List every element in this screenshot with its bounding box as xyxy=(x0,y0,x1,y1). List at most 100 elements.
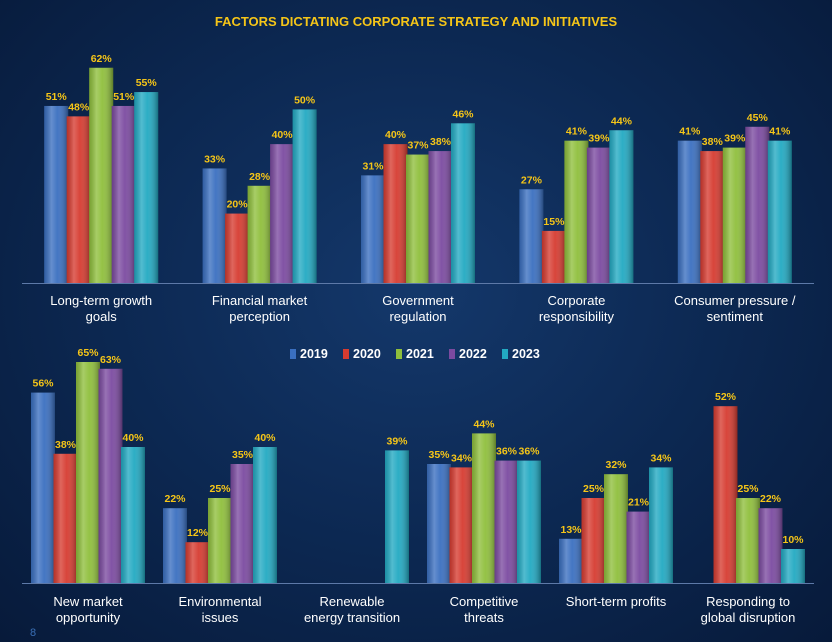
bar-shading xyxy=(713,406,738,583)
bar-shading xyxy=(472,433,496,583)
bar-shading xyxy=(449,467,474,583)
category-label: Short-term profits xyxy=(566,594,667,609)
bar-shading xyxy=(581,498,606,583)
data-label: 63% xyxy=(100,354,122,366)
data-label: 51% xyxy=(46,91,68,103)
data-label: 35% xyxy=(232,449,254,461)
data-label: 39% xyxy=(724,133,746,145)
legend-swatch xyxy=(396,349,402,359)
bar-shading xyxy=(677,140,702,283)
category-label: Responding to xyxy=(706,594,790,609)
bar-shading xyxy=(53,453,78,583)
legend-swatch xyxy=(502,349,508,359)
bar-shading xyxy=(649,467,673,583)
category-label: Environmental xyxy=(178,594,261,609)
bar-shading xyxy=(700,151,725,283)
category-label: perception xyxy=(229,309,290,324)
legend-label: 2020 xyxy=(353,347,381,361)
bar-shading xyxy=(519,189,544,283)
category-label: issues xyxy=(202,610,239,625)
data-label: 40% xyxy=(122,432,144,444)
chart-title: FACTORS DICTATING CORPORATE STRATEGY AND… xyxy=(215,14,618,29)
data-label: 45% xyxy=(747,112,769,124)
data-label: 55% xyxy=(136,77,158,89)
data-label: 22% xyxy=(164,493,186,505)
bar-shading xyxy=(98,368,123,583)
data-label: 41% xyxy=(566,126,588,138)
category-label: energy transition xyxy=(304,610,400,625)
data-label: 39% xyxy=(386,435,408,447)
category-label: global disruption xyxy=(701,610,796,625)
data-label: 62% xyxy=(91,53,113,65)
data-label: 48% xyxy=(68,101,90,113)
data-label: 27% xyxy=(521,174,543,186)
data-label: 32% xyxy=(605,459,627,471)
data-label: 33% xyxy=(204,153,226,165)
bar-shading xyxy=(361,175,385,283)
bar-shading xyxy=(111,105,136,283)
bar-shading xyxy=(121,447,145,583)
category-label: opportunity xyxy=(56,610,121,625)
legend-label: 2021 xyxy=(406,347,434,361)
category-label: Corporate xyxy=(547,293,605,308)
data-label: 21% xyxy=(628,497,650,509)
legend-swatch xyxy=(343,349,349,359)
category-label: Competitive xyxy=(450,594,519,609)
category-label: Government xyxy=(382,293,454,308)
category-label: Renewable xyxy=(319,594,384,609)
data-label: 52% xyxy=(715,391,737,403)
bar-shading xyxy=(76,362,100,583)
legend-label: 2019 xyxy=(300,347,328,361)
data-label: 25% xyxy=(583,483,605,495)
data-label: 41% xyxy=(679,126,701,138)
data-label: 25% xyxy=(737,483,759,495)
bar-shading xyxy=(89,67,114,284)
bar-shading xyxy=(517,460,541,583)
data-label: 65% xyxy=(77,347,99,359)
bar-shading xyxy=(541,230,566,283)
bar-shading xyxy=(427,464,451,583)
category-label: New market xyxy=(53,594,123,609)
data-label: 40% xyxy=(385,129,407,141)
data-label: 41% xyxy=(769,126,791,138)
bar-shading xyxy=(134,92,159,283)
bar-shading xyxy=(208,498,232,583)
bar-shading xyxy=(253,447,277,583)
bar-shading xyxy=(745,126,770,284)
data-label: 22% xyxy=(760,493,782,505)
data-label: 38% xyxy=(430,136,452,148)
data-label: 13% xyxy=(560,524,582,536)
category-label: Long-term growth xyxy=(50,293,152,308)
data-label: 39% xyxy=(588,133,610,145)
data-label: 51% xyxy=(113,91,135,103)
bar-shading xyxy=(564,140,589,283)
bar-shading xyxy=(781,549,805,583)
legend-swatch xyxy=(449,349,455,359)
data-label: 25% xyxy=(209,483,231,495)
bar-shading xyxy=(44,105,69,283)
data-label: 15% xyxy=(543,216,565,228)
bar-shading xyxy=(230,464,255,583)
data-label: 46% xyxy=(452,108,474,120)
data-label: 38% xyxy=(55,439,77,451)
data-label: 36% xyxy=(496,446,518,458)
bar-shading xyxy=(451,123,475,283)
category-label: Consumer pressure / xyxy=(674,293,796,308)
bar-shading xyxy=(736,498,760,583)
category-label: responsibility xyxy=(539,309,615,324)
bar-shading xyxy=(270,144,295,283)
bar-shading xyxy=(604,474,628,583)
bar-shading xyxy=(31,392,55,583)
bar-shading xyxy=(185,542,210,583)
bar-shading xyxy=(163,508,187,583)
legend-label: 2023 xyxy=(512,347,540,361)
legend: 2019 2020 2021 2022 2023 xyxy=(290,347,540,361)
bar-shading xyxy=(292,109,317,283)
data-label: 40% xyxy=(272,129,294,141)
category-label: goals xyxy=(86,309,118,324)
bar-shading xyxy=(202,168,227,283)
data-label: 34% xyxy=(650,452,672,464)
data-label: 56% xyxy=(32,378,54,390)
bar-shading xyxy=(722,147,747,283)
bar-shading xyxy=(559,538,583,583)
